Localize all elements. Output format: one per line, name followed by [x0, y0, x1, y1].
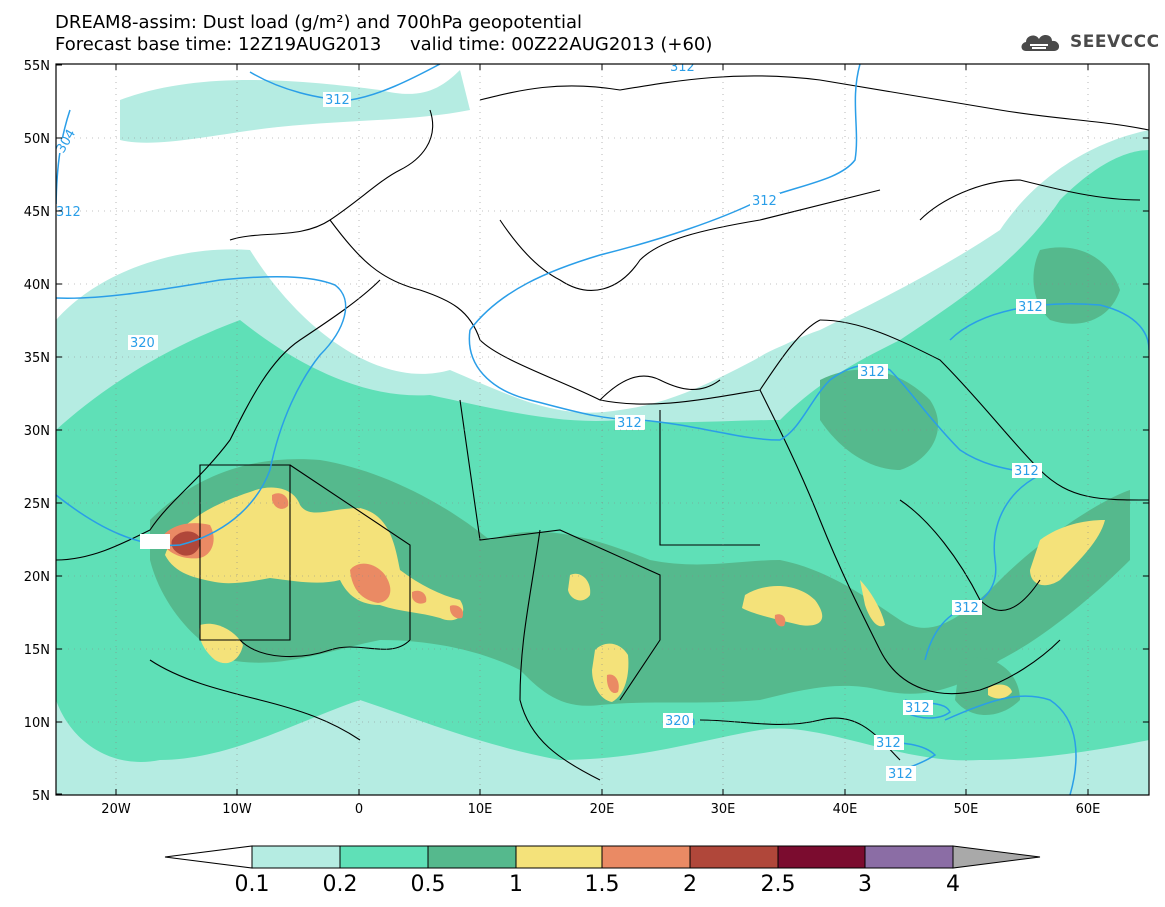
contour-label [140, 534, 170, 549]
contour-label-text: 312 [860, 365, 885, 380]
contour-label-text: 312 [954, 601, 979, 616]
contour-label-text: 312 [1014, 464, 1039, 479]
axis-ticks [56, 64, 1149, 795]
map-title-line-1: DREAM8-assim: Dust load (g/m²) and 700hP… [55, 12, 582, 33]
colorbar-swatch [601, 845, 691, 869]
contour-label-text: 320 [665, 714, 690, 729]
lat-label: 55N [24, 59, 50, 74]
lon-label: 10W [222, 802, 252, 817]
lon-label: 20E [590, 802, 615, 817]
colorbar-label: 2 [683, 872, 697, 897]
colorbar [164, 845, 1041, 869]
contour-label: 312 [323, 92, 351, 108]
lon-label: 50E [954, 802, 979, 817]
colorbar-swatch [777, 845, 866, 869]
colorbar-label: 1 [509, 872, 523, 897]
colorbar-label: 0.1 [234, 872, 270, 897]
contour-label-text: 312 [670, 60, 695, 75]
graticule [56, 64, 1149, 795]
contour-label: 304 [56, 127, 79, 156]
contour-label: 320 [128, 335, 158, 351]
lon-label: 0 [355, 802, 363, 817]
seevccc-logo: SEEVCCC [1018, 28, 1160, 56]
colorbar-label: 3 [858, 872, 872, 897]
lat-label: 15N [24, 643, 50, 658]
colorbar-swatch [339, 845, 429, 869]
contour-label-text: 312 [325, 93, 350, 108]
lat-label: 40N [24, 278, 50, 293]
contour-label: 312 [1012, 463, 1042, 479]
colorbar-low-arrow [164, 845, 253, 869]
contour-label-text: 312 [905, 701, 930, 716]
contour-label: 312 [1016, 299, 1046, 315]
lon-label: 40E [833, 802, 858, 817]
contour-label-text: 312 [617, 416, 642, 431]
colorbar-label: 0.2 [322, 872, 358, 897]
lat-label: 45N [24, 205, 50, 220]
colorbar-swatch [251, 845, 341, 869]
lat-label: 20N [24, 570, 50, 585]
contour-label: 320 [663, 713, 693, 729]
colorbar-swatch [427, 845, 517, 869]
dust-layer-0-5 [150, 247, 1130, 715]
contour-label: 312 [874, 735, 904, 751]
contour-label: 312 [750, 193, 780, 209]
colorbar-label: 0.5 [410, 872, 446, 897]
contour-label: 312 [56, 204, 81, 220]
contour-label-text: 312 [1018, 300, 1043, 315]
colorbar-high-arrow [952, 845, 1041, 869]
contour-labels: 312 312 304 312 320 312 312 312 312 312 … [56, 60, 1046, 782]
lat-label: 10N [24, 716, 50, 731]
contour-label-text: 312 [752, 194, 777, 209]
map-title-line-2: Forecast base time: 12Z19AUG2013 valid t… [55, 34, 713, 55]
latitude-labels: 55N 50N 45N 40N 35N 30N 25N 20N 15N 10N … [24, 59, 50, 804]
lat-label: 25N [24, 497, 50, 512]
contour-label: 312 [886, 766, 916, 782]
colorbar-swatch [515, 845, 603, 869]
contour-label: 312 [668, 60, 698, 75]
colorbar-label: 4 [946, 872, 960, 897]
map-plot: 312 312 304 312 320 312 312 312 312 312 … [56, 60, 1149, 795]
lon-label: 10E [468, 802, 493, 817]
lat-label: 5N [32, 789, 50, 804]
contour-label: 312 [952, 600, 982, 616]
longitude-labels: 20W 10W 0 10E 20E 30E 40E 50E 60E [101, 802, 1100, 817]
contour-label-text: 312 [56, 205, 81, 220]
colorbar-label: 1.5 [584, 872, 620, 897]
contour-label: 312 [858, 364, 888, 380]
contour-label: 312 [903, 700, 933, 716]
cloud-icon [1021, 35, 1060, 51]
contour-label: 312 [615, 415, 645, 431]
colorbar-label: 2.5 [760, 872, 796, 897]
contour-label-text: 312 [888, 767, 913, 782]
lon-label: 20W [101, 802, 131, 817]
lat-label: 35N [24, 351, 50, 366]
colorbar-swatch [689, 845, 779, 869]
contour-label-text: 320 [130, 336, 155, 351]
lat-label: 30N [24, 424, 50, 439]
lon-label: 60E [1076, 802, 1101, 817]
colorbar-swatch [864, 845, 954, 869]
lat-label: 50N [24, 132, 50, 147]
logo-text: SEEVCCC [1070, 32, 1160, 52]
geopotential-contours [56, 64, 1149, 795]
lon-label: 30E [711, 802, 736, 817]
contour-label-text: 312 [876, 736, 901, 751]
